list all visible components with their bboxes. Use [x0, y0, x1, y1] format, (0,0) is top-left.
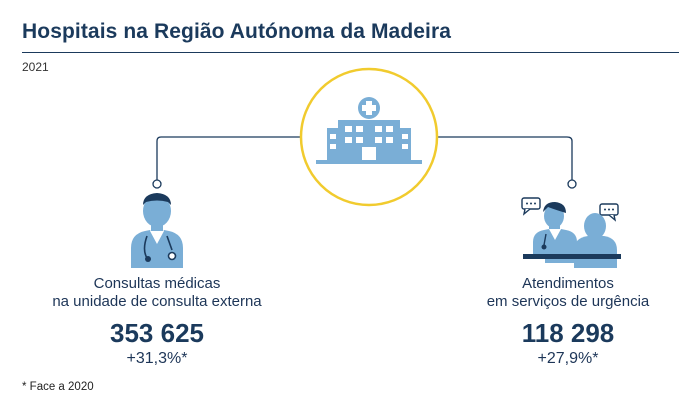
year-label: 2021 — [22, 60, 49, 74]
emergency-label: Atendimentos em serviços de urgência — [418, 275, 700, 311]
emergency-value: 118 298 — [521, 318, 615, 348]
emergency-label-line1: Atendimentos — [522, 275, 614, 292]
page-title: Hospitais na Região Autónoma da Madeira — [22, 20, 452, 43]
consultations-label: Consultas médicas na unidade de consulta… — [7, 275, 307, 311]
doctor-icon — [131, 193, 183, 268]
chat-icon — [521, 197, 619, 222]
patient-icon — [574, 213, 617, 268]
connector-lines — [156, 136, 573, 180]
desk — [523, 254, 621, 259]
hospital-icon — [316, 97, 422, 164]
footnote: * Face a 2020 — [22, 381, 94, 393]
emergency-change: +27,9%* — [537, 350, 599, 367]
consultations-change: +31,3%* — [126, 350, 188, 367]
nurse-icon — [533, 202, 577, 254]
title-divider — [22, 52, 679, 53]
consultations-value: 353 625 — [110, 318, 204, 348]
desk-shadow — [545, 259, 575, 263]
right-connector-dot — [567, 179, 577, 189]
emergency-label-line2: em serviços de urgência — [486, 293, 650, 310]
consultations-label-line2: na unidade de consulta externa — [52, 293, 262, 310]
consultations-label-line1: Consultas médicas — [93, 275, 221, 292]
left-connector-dot — [152, 179, 162, 189]
